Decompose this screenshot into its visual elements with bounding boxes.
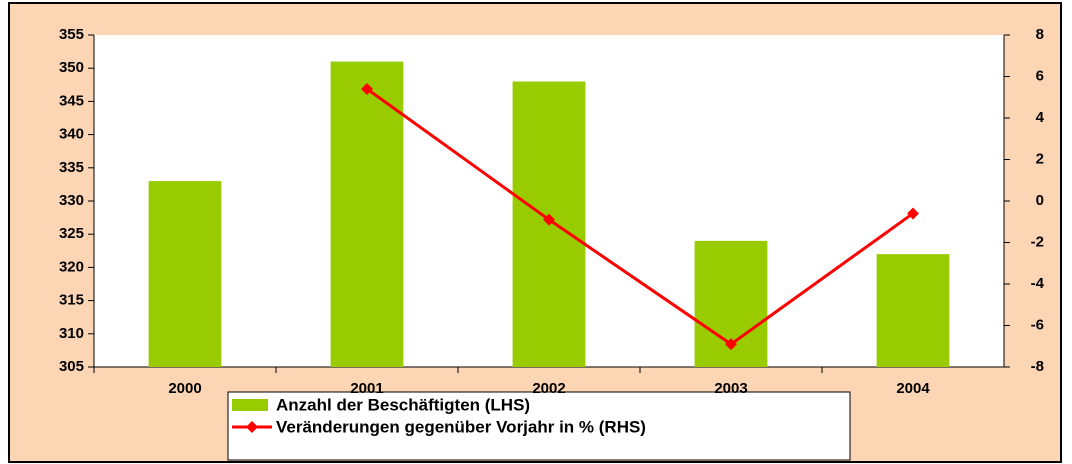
y2-tick-label: -2 bbox=[1031, 233, 1044, 250]
y-tick-label: 330 bbox=[59, 192, 84, 209]
y-tick-label: 315 bbox=[59, 292, 84, 309]
bar bbox=[148, 181, 222, 367]
bar bbox=[330, 61, 404, 368]
y-tick-label: 325 bbox=[59, 225, 84, 242]
y2-tick-label: -6 bbox=[1031, 316, 1044, 333]
y2-tick-label: -4 bbox=[1031, 275, 1045, 292]
x-tick-label: 2000 bbox=[168, 380, 201, 397]
x-tick-label: 2001 bbox=[350, 380, 383, 397]
legend-label: Anzahl der Beschäftigten (LHS) bbox=[276, 395, 530, 414]
y-tick-label: 335 bbox=[59, 159, 84, 176]
x-tick-label: 2004 bbox=[896, 380, 930, 397]
line-marker bbox=[543, 213, 555, 226]
y-tick-label: 350 bbox=[59, 59, 84, 76]
line bbox=[366, 87, 914, 347]
legend-label: Veränderungen gegenüber Vorjahr in % (RH… bbox=[276, 417, 646, 436]
y2-tick-label: 2 bbox=[1036, 150, 1044, 167]
legend-swatch bbox=[232, 399, 268, 411]
y-tick-label: 345 bbox=[59, 92, 84, 109]
line-marker bbox=[725, 338, 737, 351]
legend-marker bbox=[246, 421, 258, 433]
y-tick-label: 355 bbox=[59, 26, 84, 43]
line-marker bbox=[361, 82, 373, 95]
y2-tick-label: -8 bbox=[1031, 358, 1044, 375]
y2-tick-label: 0 bbox=[1036, 192, 1044, 209]
x-tick-label: 2002 bbox=[532, 380, 565, 397]
y2-tick-label: 8 bbox=[1036, 26, 1044, 43]
y-tick-label: 305 bbox=[59, 358, 84, 375]
y-tick-label: 320 bbox=[59, 258, 84, 275]
y2-tick-label: 4 bbox=[1036, 109, 1045, 126]
y-tick-label: 310 bbox=[59, 325, 84, 342]
line-marker bbox=[907, 207, 919, 220]
y-tick-label: 340 bbox=[59, 126, 84, 143]
x-tick-label: 2003 bbox=[714, 380, 747, 397]
y2-tick-label: 6 bbox=[1036, 67, 1044, 84]
bar bbox=[876, 254, 950, 367]
legend-box bbox=[227, 391, 851, 461]
